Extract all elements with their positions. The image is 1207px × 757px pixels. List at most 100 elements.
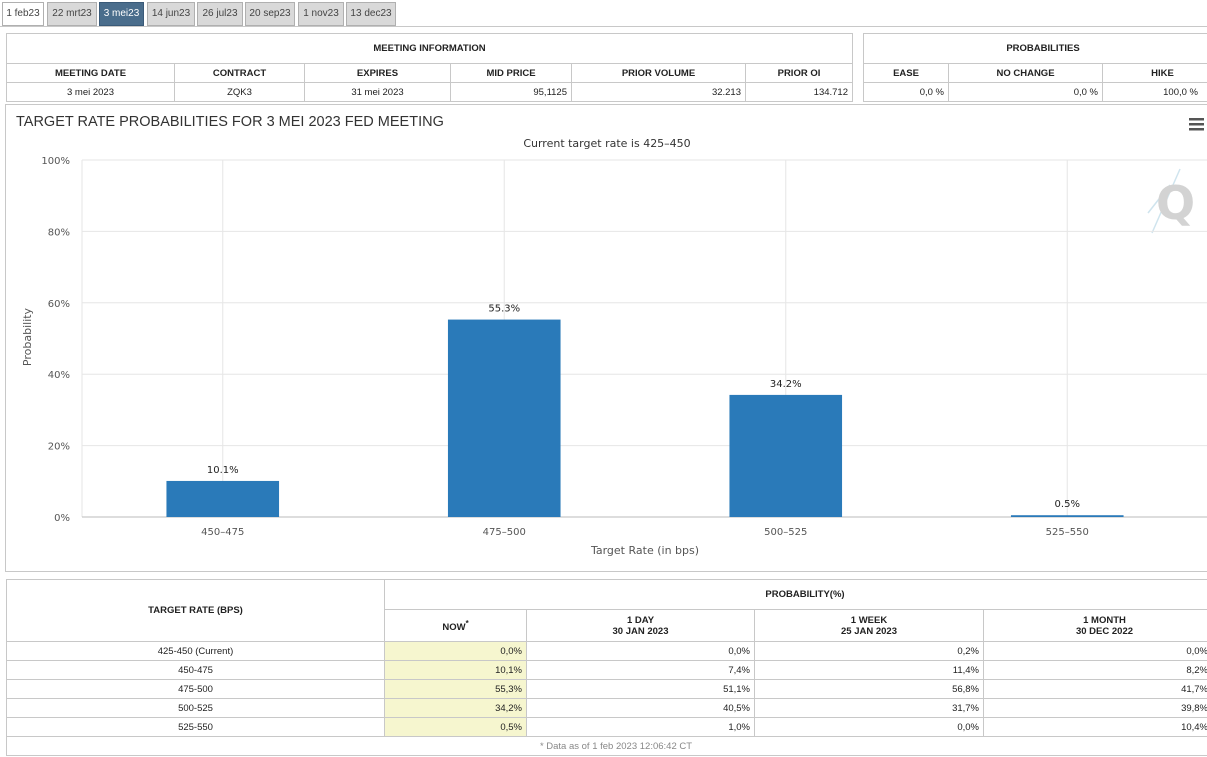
- bar-data-label: 34.2%: [770, 379, 802, 390]
- rate-cell: 475-500: [6, 679, 385, 699]
- expires-value: 31 mei 2023: [304, 82, 451, 102]
- bar-data-label: 0.5%: [1055, 499, 1080, 510]
- header-1-day-date: 30 JAN 2023: [612, 625, 669, 637]
- header-1-month-label: 1 MONTH: [1083, 614, 1126, 626]
- tab-1-nov23[interactable]: 1 nov23: [298, 2, 344, 26]
- y-tick-label: 40%: [48, 370, 70, 381]
- y-tick-label: 20%: [48, 442, 70, 453]
- tab-3-mei23[interactable]: 3 mei23: [99, 2, 144, 26]
- hike-value: 100,0 %: [1102, 82, 1207, 102]
- header-1-day-label: 1 DAY: [626, 614, 655, 626]
- one-week-cell: 31,7%: [754, 698, 984, 718]
- x-tick-label: 525–550: [1046, 527, 1089, 538]
- target-rate-probability-table: TARGET RATE (BPS) PROBABILITY(%) NOW* 1 …: [6, 578, 1207, 756]
- one-week-cell: 0,0%: [754, 717, 984, 737]
- rate-cell: 450-475: [6, 660, 385, 680]
- header-1-week: 1 WEEK 25 JAN 2023: [754, 609, 984, 642]
- table-row: 475-500 55,3% 51,1% 56,8% 41,7%: [6, 679, 1207, 699]
- rate-cell: 525-550: [6, 717, 385, 737]
- header-meeting-date: MEETING DATE: [6, 63, 175, 83]
- quikstrike-q-logo-icon: Q: [1147, 168, 1195, 234]
- data-timestamp-footnote: * Data as of 1 feb 2023 12:06:42 CT: [6, 736, 1207, 756]
- table-row: 450-475 10,1% 7,4% 11,4% 8,2%: [6, 660, 1207, 680]
- one-day-cell: 51,1%: [526, 679, 755, 699]
- now-cell: 34,2%: [384, 698, 527, 718]
- y-tick-label: 60%: [48, 299, 70, 310]
- tab-1-feb23[interactable]: 1 feb23: [2, 2, 44, 26]
- table-row: 500-525 34,2% 40,5% 31,7% 39,8%: [6, 698, 1207, 718]
- x-tick-label: 475–500: [483, 527, 526, 538]
- tab-26-jul23[interactable]: 26 jul23: [197, 2, 243, 26]
- header-1-month: 1 MONTH 30 DEC 2022: [983, 609, 1207, 642]
- contract-value: ZQK3: [174, 82, 305, 102]
- chart-subtitle: Current target rate is 425–450: [523, 137, 690, 150]
- now-cell: 55,3%: [384, 679, 527, 699]
- meeting-tabs: 1 feb23 22 mrt23 3 mei23 14 jun23 26 jul…: [0, 0, 1207, 27]
- meeting-date-value: 3 mei 2023: [6, 82, 175, 102]
- probabilities-table: PROBABILITIES EASE NO CHANGE HIKE 0,0 % …: [863, 33, 1207, 102]
- one-week-cell: 56,8%: [754, 679, 984, 699]
- header-hike: HIKE: [1102, 63, 1207, 83]
- header-prior-oi: PRIOR OI: [745, 63, 853, 83]
- bar-525–550[interactable]: [1010, 515, 1124, 517]
- table-row: 425-450 (Current) 0,0% 0,0% 0,2% 0,0%: [6, 641, 1207, 661]
- header-target-rate: TARGET RATE (BPS): [6, 579, 385, 642]
- one-month-cell: 39,8%: [983, 698, 1207, 718]
- header-now-marker: *: [465, 618, 469, 628]
- x-tick-label: 500–525: [764, 527, 807, 538]
- y-axis-title: Probability: [21, 307, 34, 366]
- target-rate-chart-panel: TARGET RATE PROBABILITIES FOR 3 MEI 2023…: [5, 104, 1207, 572]
- x-axis-title: Target Rate (in bps): [590, 544, 699, 557]
- rate-cell: 500-525: [6, 698, 385, 718]
- one-day-cell: 1,0%: [526, 717, 755, 737]
- bar-450–475[interactable]: [166, 480, 280, 517]
- one-day-cell: 40,5%: [526, 698, 755, 718]
- one-month-cell: 10,4%: [983, 717, 1207, 737]
- bar-475–500[interactable]: [447, 319, 561, 517]
- header-1-week-date: 25 JAN 2023: [841, 625, 897, 637]
- header-now-label: NOW: [442, 621, 466, 633]
- tab-20-sep23[interactable]: 20 sep23: [245, 2, 295, 26]
- x-tick-label: 450–475: [201, 527, 244, 538]
- meeting-information-title: MEETING INFORMATION: [6, 33, 853, 64]
- header-1-month-date: 30 DEC 2022: [1075, 625, 1134, 637]
- chart-title: TARGET RATE PROBABILITIES FOR 3 MEI 2023…: [16, 114, 444, 130]
- prior-volume-value: 32.213: [571, 82, 746, 102]
- target-rate-probability-chart: TARGET RATE PROBABILITIES FOR 3 MEI 2023…: [16, 114, 1207, 557]
- header-prior-volume: PRIOR VOLUME: [571, 63, 746, 83]
- mid-price-value: 95,1125: [450, 82, 572, 102]
- bar-data-label: 10.1%: [207, 465, 239, 476]
- ease-value: 0,0 %: [863, 82, 949, 102]
- probabilities-title: PROBABILITIES: [863, 33, 1207, 64]
- header-1-day: 1 DAY 30 JAN 2023: [526, 609, 755, 642]
- y-tick-label: 80%: [48, 227, 70, 238]
- bar-500–525[interactable]: [729, 394, 843, 517]
- y-tick-label: 100%: [41, 156, 70, 167]
- y-tick-label: 0%: [54, 513, 70, 524]
- now-cell: 0,5%: [384, 717, 527, 737]
- header-ease: EASE: [863, 63, 949, 83]
- tab-22-mrt23[interactable]: 22 mrt23: [47, 2, 97, 26]
- header-no-change: NO CHANGE: [948, 63, 1103, 83]
- one-month-cell: 0,0%: [983, 641, 1207, 661]
- header-now: NOW*: [384, 609, 527, 642]
- one-month-cell: 8,2%: [983, 660, 1207, 680]
- header-expires: EXPIRES: [304, 63, 451, 83]
- one-day-cell: 0,0%: [526, 641, 755, 661]
- header-probability-group: PROBABILITY(%): [384, 578, 1207, 611]
- svg-text:Q: Q: [1156, 176, 1195, 230]
- one-week-cell: 0,2%: [754, 641, 984, 661]
- tab-14-jun23[interactable]: 14 jun23: [147, 2, 195, 26]
- bar-data-label: 55.3%: [488, 304, 520, 315]
- header-1-week-label: 1 WEEK: [850, 614, 888, 626]
- hamburger-menu-icon[interactable]: [1189, 118, 1204, 131]
- now-cell: 10,1%: [384, 660, 527, 680]
- one-month-cell: 41,7%: [983, 679, 1207, 699]
- meeting-information-table: MEETING INFORMATION MEETING DATE CONTRAC…: [6, 33, 853, 102]
- table-row: 525-550 0,5% 1,0% 0,0% 10,4%: [6, 717, 1207, 737]
- tab-13-dec23[interactable]: 13 dec23: [346, 2, 396, 26]
- prior-oi-value: 134.712: [745, 82, 853, 102]
- no-change-value: 0,0 %: [948, 82, 1103, 102]
- rate-cell: 425-450 (Current): [6, 641, 385, 661]
- one-week-cell: 11,4%: [754, 660, 984, 680]
